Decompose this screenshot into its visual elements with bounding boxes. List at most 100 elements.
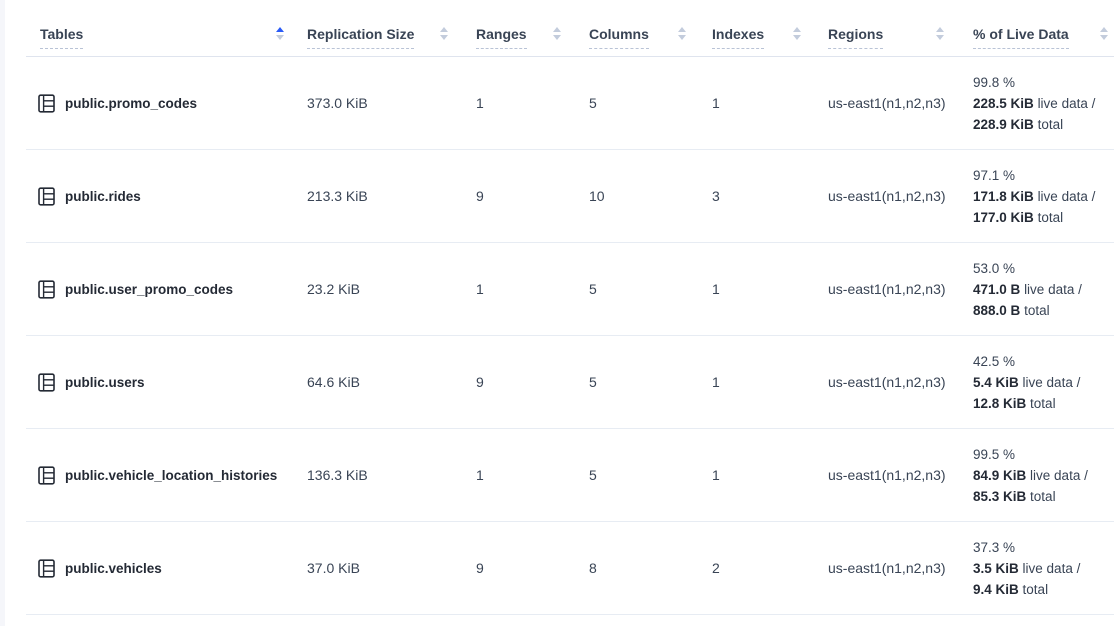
sort-up-arrow-icon	[936, 27, 944, 32]
ranges-cell: 9	[476, 188, 484, 204]
indexes-cell: 1	[712, 281, 720, 297]
total-size-line: 9.4 KiB total	[973, 581, 1049, 597]
replication-size-cell: 136.3 KiB	[307, 467, 368, 483]
live-size-line: 171.8 KiB live data /	[973, 188, 1096, 204]
ranges-cell: 9	[476, 374, 484, 390]
columns-cell: 8	[589, 560, 597, 576]
live-percent: 37.3 %	[973, 539, 1016, 555]
sort-down-arrow-icon	[793, 35, 801, 40]
table-row: public.vehicle_location_histories 136.3 …	[26, 429, 1114, 522]
column-header-label: Replication Size	[307, 26, 415, 49]
ranges-cell: 9	[476, 560, 484, 576]
sort-icon[interactable]	[936, 27, 944, 40]
column-header-regions[interactable]: Regions	[815, 26, 958, 56]
live-percent: 97.1 %	[973, 167, 1016, 183]
column-header-ranges[interactable]: Ranges	[462, 26, 575, 56]
sort-down-arrow-icon	[276, 35, 284, 40]
table-name-cell: public.vehicles	[26, 558, 298, 578]
sort-down-arrow-icon	[678, 35, 686, 40]
table-icon	[38, 465, 55, 485]
total-size-line: 888.0 B total	[973, 302, 1050, 318]
columns-cell: 5	[589, 374, 597, 390]
live-data-cell: 37.3 % 3.5 KiB live data / 9.4 KiB total	[958, 537, 1114, 600]
indexes-cell: 3	[712, 188, 720, 204]
table-name-link[interactable]: public.user_promo_codes	[65, 281, 234, 297]
sort-icon[interactable]	[276, 27, 284, 40]
columns-cell: 5	[589, 467, 597, 483]
column-header-replication-size[interactable]: Replication Size	[298, 26, 462, 56]
column-header-label: Columns	[589, 26, 649, 49]
column-header-tables[interactable]: Tables	[26, 26, 298, 56]
table-name-link[interactable]: public.rides	[65, 188, 141, 204]
sort-up-arrow-icon	[553, 27, 561, 32]
table-icon	[38, 558, 55, 578]
indexes-cell: 2	[712, 560, 720, 576]
sort-icon[interactable]	[440, 27, 448, 40]
columns-cell: 10	[589, 188, 605, 204]
table-name-cell: public.vehicle_location_histories	[26, 465, 298, 485]
columns-cell: 5	[589, 95, 597, 111]
live-data-cell: 53.0 % 471.0 B live data / 888.0 B total	[958, 258, 1114, 321]
live-percent: 99.8 %	[973, 74, 1016, 90]
table-name-cell: public.promo_codes	[26, 93, 298, 113]
indexes-cell: 1	[712, 467, 720, 483]
sort-down-arrow-icon	[440, 35, 448, 40]
table-icon	[38, 372, 55, 392]
column-header-indexes[interactable]: Indexes	[700, 26, 815, 56]
sort-up-arrow-icon	[276, 27, 284, 32]
table-row: public.user_promo_codes 23.2 KiB 1 5 1 u…	[26, 243, 1114, 336]
table-row: public.users 64.6 KiB 9 5 1 us-east1(n1,…	[26, 336, 1114, 429]
regions-cell: us-east1(n1,n2,n3)	[828, 188, 946, 204]
column-header-label: Regions	[828, 26, 884, 49]
column-header-columns[interactable]: Columns	[575, 26, 700, 56]
sort-down-arrow-icon	[553, 35, 561, 40]
column-header-label: Indexes	[712, 26, 765, 49]
ranges-cell: 1	[476, 467, 484, 483]
table-row: public.promo_codes 373.0 KiB 1 5 1 us-ea…	[26, 57, 1114, 150]
total-size-line: 228.9 KiB total	[973, 116, 1064, 132]
live-size-line: 3.5 KiB live data /	[973, 560, 1081, 576]
sort-icon[interactable]	[678, 27, 686, 40]
sort-up-arrow-icon	[678, 27, 686, 32]
replication-size-cell: 37.0 KiB	[307, 560, 360, 576]
columns-cell: 5	[589, 281, 597, 297]
replication-size-cell: 23.2 KiB	[307, 281, 360, 297]
column-header-live-data[interactable]: % of Live Data	[958, 26, 1114, 56]
table-name-link[interactable]: public.users	[65, 374, 145, 390]
sort-up-arrow-icon	[793, 27, 801, 32]
live-data-cell: 99.5 % 84.9 KiB live data / 85.3 KiB tot…	[958, 444, 1114, 507]
replication-size-cell: 213.3 KiB	[307, 188, 368, 204]
table-name-cell: public.users	[26, 372, 298, 392]
live-data-cell: 97.1 % 171.8 KiB live data / 177.0 KiB t…	[958, 165, 1114, 228]
table-name-link[interactable]: public.vehicles	[65, 560, 162, 576]
live-size-line: 84.9 KiB live data /	[973, 467, 1088, 483]
table-name-link[interactable]: public.promo_codes	[65, 95, 198, 111]
live-data-cell: 99.8 % 228.5 KiB live data / 228.9 KiB t…	[958, 72, 1114, 135]
column-header-label: Ranges	[476, 26, 527, 49]
table-name-link[interactable]: public.vehicle_location_histories	[65, 467, 278, 483]
live-size-line: 471.0 B live data /	[973, 281, 1082, 297]
regions-cell: us-east1(n1,n2,n3)	[828, 95, 946, 111]
regions-cell: us-east1(n1,n2,n3)	[828, 560, 946, 576]
sort-icon[interactable]	[793, 27, 801, 40]
regions-cell: us-east1(n1,n2,n3)	[828, 467, 946, 483]
sort-icon[interactable]	[1100, 27, 1108, 40]
sort-up-arrow-icon	[440, 27, 448, 32]
sort-icon[interactable]	[553, 27, 561, 40]
table-icon	[38, 279, 55, 299]
replication-size-cell: 373.0 KiB	[307, 95, 368, 111]
column-header-label: % of Live Data	[973, 26, 1069, 49]
table-row: public.vehicles 37.0 KiB 9 8 2 us-east1(…	[26, 522, 1114, 615]
live-percent: 99.5 %	[973, 446, 1016, 462]
total-size-line: 177.0 KiB total	[973, 209, 1064, 225]
page-left-gutter	[0, 0, 5, 626]
table-row: public.rides 213.3 KiB 9 10 3 us-east1(n…	[26, 150, 1114, 243]
replication-size-cell: 64.6 KiB	[307, 374, 360, 390]
live-percent: 42.5 %	[973, 353, 1016, 369]
live-data-cell: 42.5 % 5.4 KiB live data / 12.8 KiB tota…	[958, 351, 1114, 414]
tables-table: Tables Replication Size Ranges Columns I…	[8, 0, 1114, 615]
table-header-row: Tables Replication Size Ranges Columns I…	[26, 0, 1114, 57]
table-icon	[38, 186, 55, 206]
live-percent: 53.0 %	[973, 260, 1016, 276]
